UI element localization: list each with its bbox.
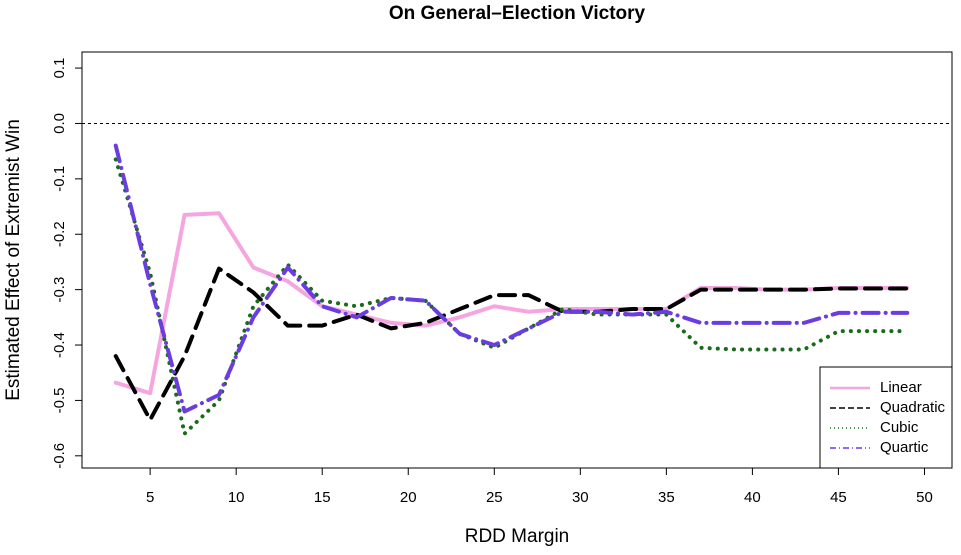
legend-label: Linear bbox=[880, 379, 922, 396]
legend-label: Quartic bbox=[880, 439, 929, 456]
y-tick-label: -0.2 bbox=[51, 221, 68, 247]
x-tick-label: 15 bbox=[314, 489, 331, 506]
y-tick-label: -0.4 bbox=[51, 332, 68, 358]
x-tick-label: 5 bbox=[146, 489, 154, 506]
series-line bbox=[113, 143, 910, 414]
x-tick-label: 25 bbox=[486, 489, 503, 506]
y-axis-label: Estimated Effect of Extremist Win bbox=[3, 119, 24, 401]
legend-box bbox=[819, 366, 953, 469]
x-tick-label: 50 bbox=[916, 489, 933, 506]
x-tick-label: 10 bbox=[228, 489, 245, 506]
x-tick-label: 35 bbox=[658, 489, 675, 506]
y-tick-label: 0.0 bbox=[51, 113, 68, 134]
series-line bbox=[113, 266, 910, 422]
legend-label: Quadratic bbox=[880, 399, 946, 416]
x-tick-label: 30 bbox=[572, 489, 589, 506]
series-line bbox=[113, 211, 910, 396]
x-tick-label: 40 bbox=[744, 489, 761, 506]
y-tick-label: -0.5 bbox=[51, 387, 68, 413]
plot-frame bbox=[81, 51, 953, 469]
x-tick-label: 45 bbox=[830, 489, 847, 506]
y-tick-label: 0.1 bbox=[51, 58, 68, 79]
x-tick-label: 20 bbox=[400, 489, 417, 506]
legend-label: Cubic bbox=[880, 419, 919, 436]
y-tick-label: -0.6 bbox=[51, 443, 68, 469]
chart-title: On General–Election Victory bbox=[389, 3, 646, 24]
x-axis-label: RDD Margin bbox=[465, 526, 570, 547]
y-tick-label: -0.3 bbox=[51, 277, 68, 303]
y-tick-label: -0.1 bbox=[51, 166, 68, 192]
